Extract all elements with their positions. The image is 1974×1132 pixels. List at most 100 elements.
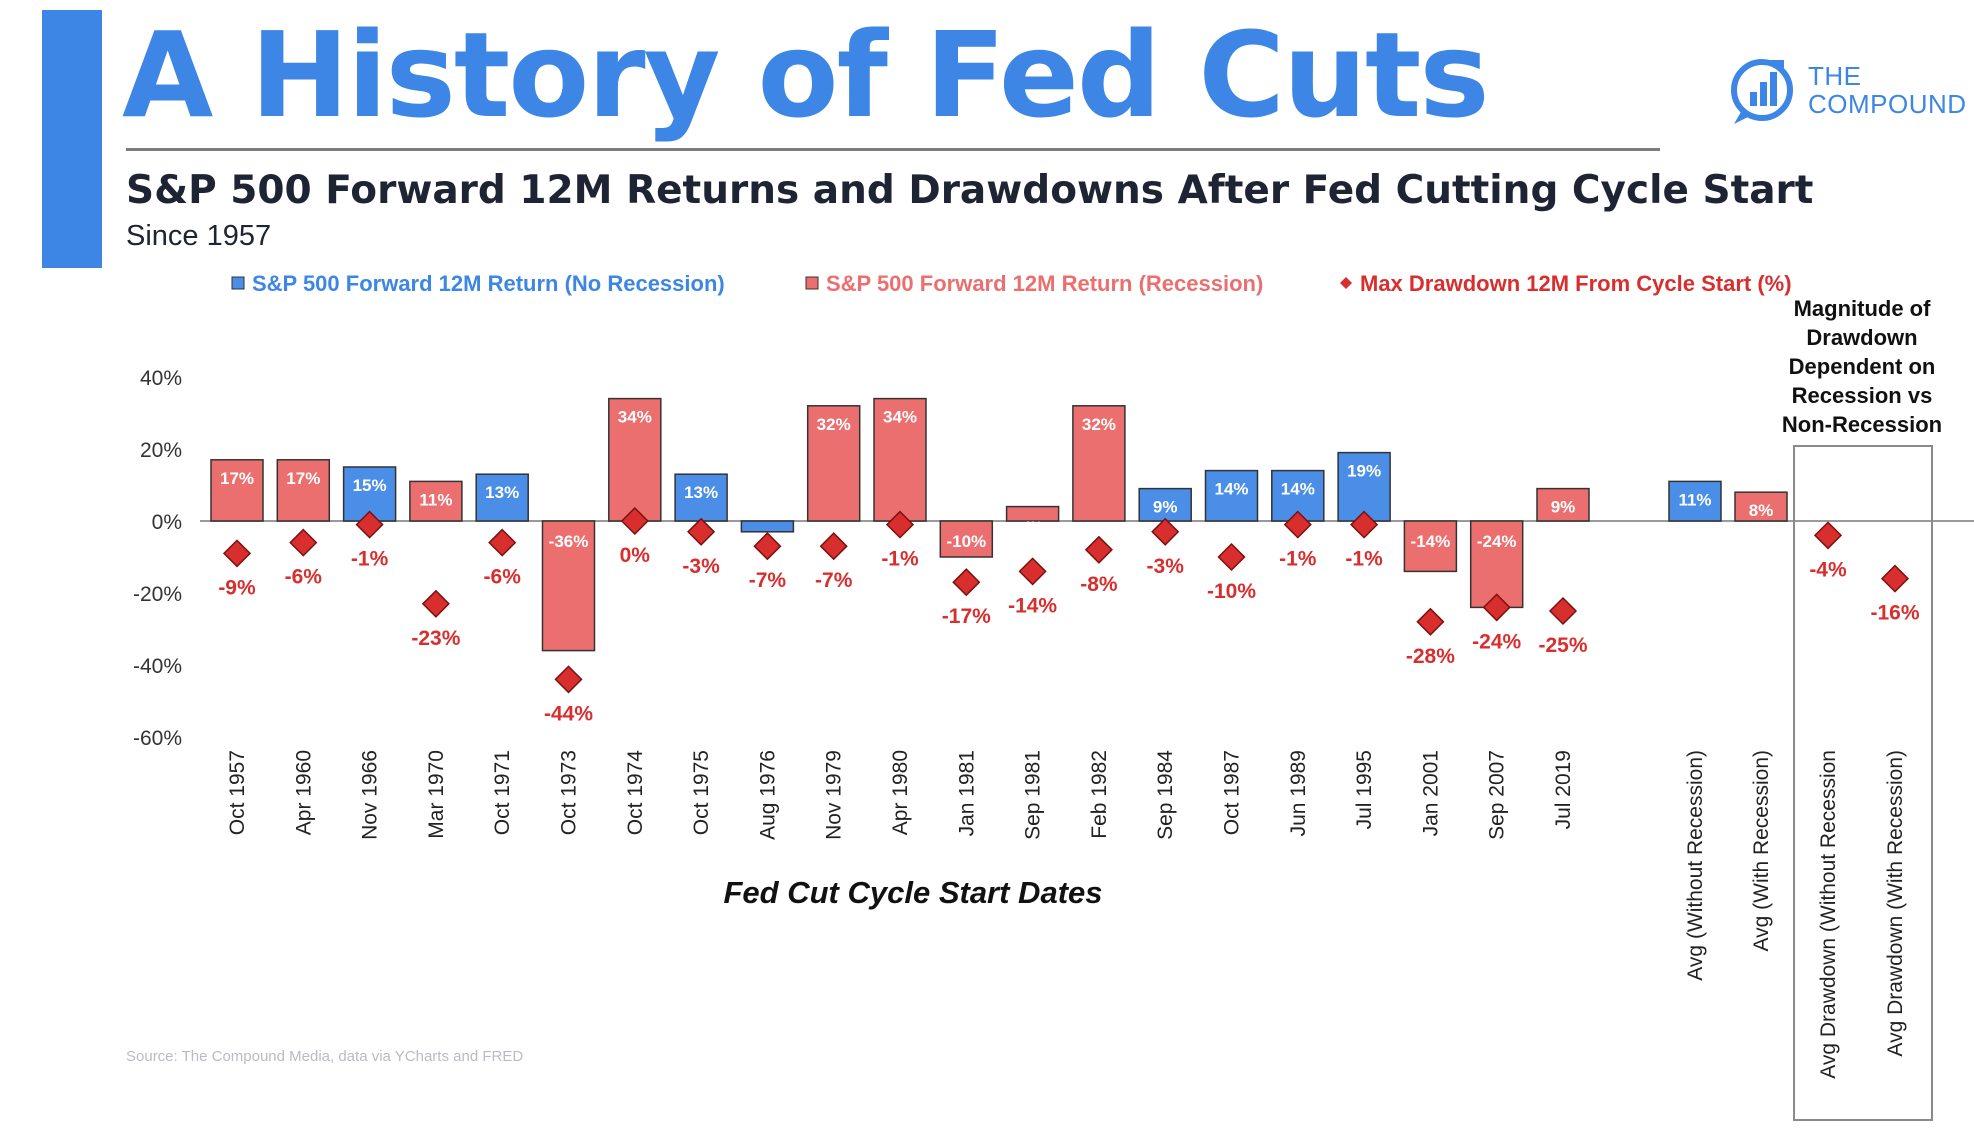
x-tick-label: Avg Drawdown (Without Recession [1817,750,1840,1079]
title-divider [126,148,1660,151]
drawdown-label: -3% [682,555,720,578]
bar [276,459,331,522]
x-tick-label: Sep 1981 [1022,750,1045,840]
x-tick-label: Oct 1975 [690,750,713,835]
drawdown-label: -17% [942,605,991,628]
drawdown-marker [687,517,716,546]
bar-value-label: 34% [618,408,652,427]
drawdown-marker [355,510,384,539]
annotation-text: Non-Recession [1782,412,1942,437]
accent-bar [42,10,102,268]
y-tick-label: 20% [140,439,182,462]
bar [1072,405,1126,522]
bar [873,397,927,522]
y-tick-label: 0% [152,511,182,534]
drawdown-marker [1813,521,1843,550]
logo-line-1: THE [1808,61,1862,91]
legend-marker [805,276,819,290]
bar [1204,469,1259,522]
drawdown-marker [554,665,583,694]
x-tick-label: Jan 2001 [1419,750,1442,836]
y-tick-label: -60% [133,727,182,750]
bar-value-label: 11% [419,490,452,509]
drawdown-label: -6% [285,566,323,589]
x-tick-label: Nov 1979 [823,750,846,840]
drawdown-label: -44% [544,702,593,725]
x-tick-label: Oct 1971 [491,750,514,835]
legend-label: S&P 500 Forward 12M Return (No Recession… [252,271,725,296]
annotation-box [1793,445,1933,1121]
x-axis-title: Fed Cut Cycle Start Dates [724,875,1103,910]
drawdown-marker [1416,607,1445,636]
x-tick-label: Jul 2019 [1552,750,1575,829]
drawdown-marker [1018,557,1047,586]
compound-logo-icon [1731,59,1793,124]
y-tick-label: -20% [133,583,182,606]
x-tick-label: Sep 2007 [1486,750,1509,840]
bar-value-label: 14% [1214,480,1248,499]
bar-value-label: 13% [485,483,519,502]
chart-subtitle: S&P 500 Forward 12M Returns and Drawdown… [126,168,1814,213]
drawdown-label: -6% [484,566,522,589]
bar [740,520,795,533]
bar [1536,487,1590,522]
bar-value-label: 19% [1347,462,1381,481]
legend-label: Max Drawdown 12M From Cycle Start (%) [1360,271,1792,296]
bar [1005,505,1060,522]
drawdown-label: -7% [815,569,853,592]
bar-value-label: 8% [1749,501,1774,520]
bar [475,473,529,522]
bar [409,480,463,522]
drawdown-label: -7% [749,569,787,592]
bar [1469,520,1524,609]
x-tick-label: Jul 1995 [1353,750,1376,829]
bar [1403,520,1458,573]
drawdown-label: -8% [1080,573,1118,596]
source-note: Source: The Compound Media, data via YCh… [126,1048,524,1065]
drawdown-marker [1217,542,1246,572]
x-tick-label: Jun 1989 [1287,750,1310,836]
drawdown-label: -28% [1406,645,1455,668]
drawdown-label: -1% [351,548,389,571]
bar-value-label: 34% [883,408,917,427]
drawdown-marker [1548,596,1578,626]
x-tick-label: Oct 1987 [1221,750,1244,835]
x-tick-label: Apr 1980 [889,750,912,835]
drawdown-label: -1% [1279,548,1317,571]
drawdown-label: -24% [1472,630,1521,653]
bar-value-label: 13% [684,483,718,502]
x-tick-label: Jan 1981 [955,750,978,836]
drawdown-label: -16% [1870,602,1919,625]
bar-value-label: 15% [353,476,387,495]
bar [1337,451,1391,522]
y-tick-label: -40% [133,655,182,678]
drawdown-marker [819,532,848,561]
drawdown-marker [421,589,450,618]
drawdown-label: -1% [881,548,919,571]
bar-value-label: 32% [1082,415,1116,434]
bar-value-label: 9% [1551,498,1576,517]
logo-line-2: COMPOUND [1808,89,1967,119]
annotation-text: Magnitude of [1794,296,1932,321]
compound-logo: THE COMPOUND [1728,50,1968,140]
drawdown-marker [1482,593,1511,622]
legend-marker [231,276,245,290]
x-tick-label: Oct 1973 [558,750,581,835]
page-title: A History of Fed Cuts [122,6,1490,144]
x-tick-label: Nov 1966 [359,750,382,840]
drawdown-marker [620,506,649,536]
bar-value-label: -36% [549,532,589,551]
bar-value-label: 4% [1023,519,1042,534]
bar-value-label: 9% [1153,498,1178,517]
drawdown-marker [753,532,782,561]
bar [541,520,596,652]
drawdown-marker [885,510,915,539]
drawdown-label: -10% [1207,580,1256,603]
drawdown-marker [952,568,981,597]
annotation-text: Dependent on [1789,354,1936,379]
x-tick-label: Oct 1974 [624,750,647,836]
x-tick-label: Oct 1957 [226,750,249,835]
drawdown-label: -1% [1345,548,1383,571]
bar-value-label: -14% [1411,532,1451,551]
x-tick-label: Apr 1960 [292,750,315,835]
